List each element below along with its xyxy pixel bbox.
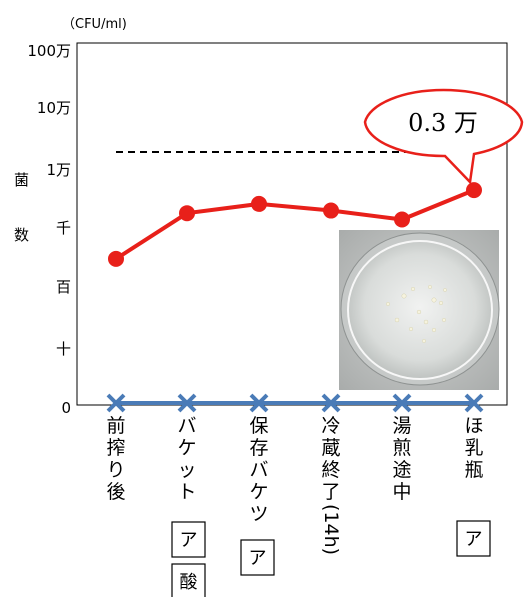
y-tick-label: 1万 — [46, 161, 71, 179]
data-point — [466, 182, 482, 199]
svg-text:酸: 酸 — [180, 572, 198, 593]
svg-text:湯: 湯 — [392, 415, 411, 437]
category-tag: ア — [171, 521, 206, 558]
category-tag: 酸 — [171, 563, 206, 597]
data-point — [179, 205, 195, 222]
value-callout: 0.3 万 — [363, 88, 524, 185]
svg-text:搾: 搾 — [106, 437, 125, 459]
svg-text:中: 中 — [392, 481, 411, 503]
data-point-x — [464, 393, 484, 413]
svg-text:冷: 冷 — [321, 415, 340, 437]
svg-text:ッ: ッ — [177, 459, 196, 481]
svg-text:前: 前 — [106, 415, 125, 437]
svg-text:了: 了 — [321, 481, 340, 503]
svg-text:ケ: ケ — [177, 437, 196, 459]
data-point — [251, 195, 267, 212]
y-tick-labels: 0 十 百 千 1万 10万 100万 — [27, 42, 71, 417]
y-tick-label: 0 — [61, 399, 71, 417]
svg-text:ト: ト — [177, 481, 196, 503]
data-point — [108, 250, 124, 267]
category-tag: ア — [240, 539, 275, 576]
y-tick-label: 100万 — [27, 42, 71, 60]
y-tick-label: 千 — [56, 219, 71, 237]
y-tick-label: 十 — [56, 340, 71, 358]
petri-dish-photo — [339, 230, 500, 390]
svg-text:終: 終 — [321, 459, 340, 481]
svg-text:瓶: 瓶 — [464, 459, 483, 481]
data-point-x — [249, 393, 269, 413]
category-tag: ア — [456, 520, 491, 557]
data-point — [323, 202, 339, 219]
svg-text:煎: 煎 — [392, 437, 411, 459]
y-tick-label: 10万 — [37, 99, 71, 117]
svg-text:乳: 乳 — [464, 437, 483, 459]
data-point-x — [106, 393, 126, 413]
svg-text:後: 後 — [106, 481, 125, 503]
y-axis-label: 菌 数 — [14, 171, 29, 244]
svg-text:ツ: ツ — [249, 503, 268, 525]
svg-text:ケ: ケ — [249, 481, 268, 503]
svg-text:保: 保 — [249, 415, 268, 437]
svg-text:存: 存 — [249, 437, 268, 459]
svg-text:蔵: 蔵 — [321, 437, 340, 459]
svg-text:菌: 菌 — [14, 171, 29, 189]
data-point-x — [392, 393, 412, 413]
data-point-x — [321, 393, 341, 413]
svg-text:バ: バ — [249, 459, 268, 481]
svg-text:数: 数 — [14, 226, 29, 244]
series-line — [114, 188, 475, 261]
svg-text:ほ: ほ — [464, 415, 483, 437]
svg-text:り: り — [106, 459, 125, 481]
category-label: ほ乳瓶 — [464, 415, 483, 481]
data-point-x — [177, 393, 197, 413]
svg-text:ア: ア — [465, 529, 483, 550]
data-point — [394, 211, 410, 228]
svg-text:バ: バ — [177, 415, 196, 437]
svg-text:途: 途 — [392, 459, 411, 481]
svg-text:(14h): (14h) — [320, 504, 342, 555]
svg-text:ア: ア — [180, 530, 198, 551]
svg-text:ア: ア — [249, 548, 267, 569]
unit-label: （CFU/ml) — [62, 17, 127, 32]
y-tick-label: 百 — [56, 278, 71, 296]
series-group — [106, 182, 484, 413]
svg-text:0.3 万: 0.3 万 — [408, 109, 478, 137]
